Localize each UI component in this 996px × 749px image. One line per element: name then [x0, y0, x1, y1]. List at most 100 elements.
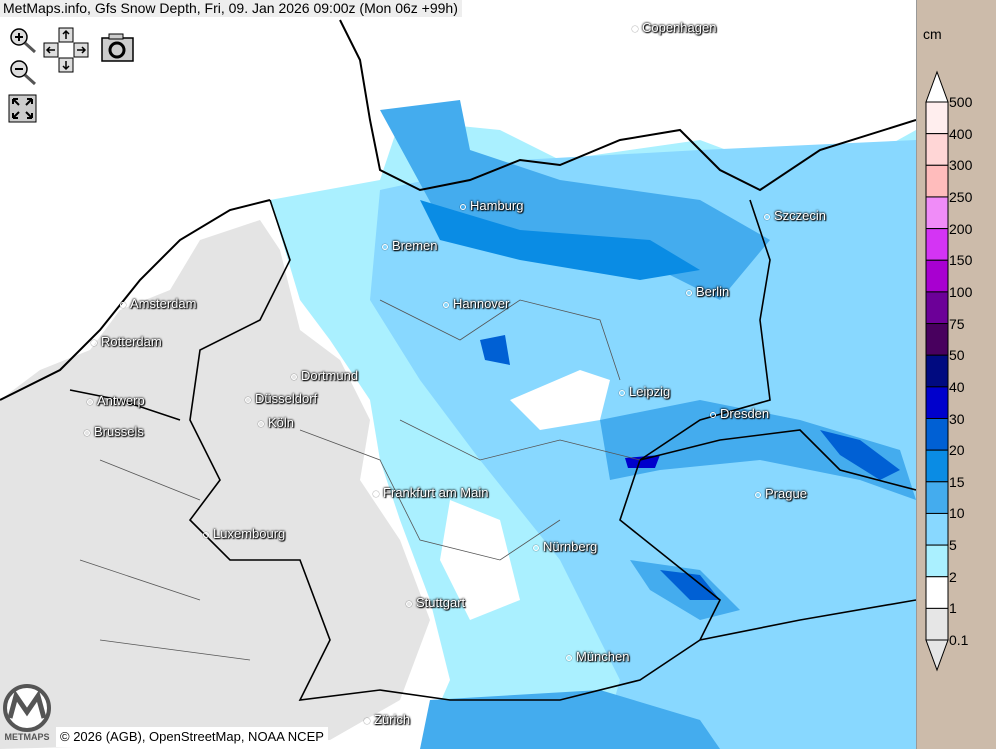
city-label: München	[566, 649, 629, 664]
legend-swatch	[925, 354, 949, 388]
city-dot-icon	[364, 717, 370, 724]
city-dot-icon	[382, 243, 388, 250]
legend-swatch	[925, 196, 949, 230]
city-label: Prague	[755, 486, 807, 501]
snow-region-heavy	[420, 200, 700, 280]
snow-region-heavy	[480, 335, 510, 365]
legend-swatch	[925, 607, 949, 641]
city-name: Frankfurt am Main	[383, 485, 489, 500]
legend-label: 5	[949, 537, 957, 554]
coastline	[0, 19, 916, 401]
city-name: Köln	[268, 415, 295, 430]
legend-label: 30	[949, 410, 965, 427]
city-dot-icon	[373, 490, 379, 497]
snow-region-heavy	[660, 570, 720, 600]
legend-label: 100	[949, 283, 973, 300]
city-dot-icon	[291, 373, 297, 380]
city-label: Antwerp	[87, 393, 145, 408]
snow-region-moderate	[600, 400, 916, 500]
city-dot-icon	[443, 301, 449, 308]
city-dot-icon	[245, 396, 251, 403]
legend-label: 250	[949, 188, 973, 205]
city-name: München	[576, 649, 630, 664]
legend-swatch	[925, 386, 949, 420]
city-name: Szczecin	[774, 208, 827, 223]
legend-label: 40	[949, 378, 965, 395]
city-dot-icon	[91, 339, 97, 346]
legend-label: 300	[949, 157, 973, 174]
city-label: Köln	[258, 415, 294, 430]
legend-swatch	[925, 512, 949, 546]
city-name: Brussels	[94, 424, 144, 439]
city-dot-icon	[120, 301, 126, 308]
city-label: Leipzig	[619, 384, 670, 399]
legend-swatch	[925, 544, 949, 578]
city-label: Copenhagen	[632, 20, 716, 35]
city-name: Düsseldorf	[255, 391, 318, 406]
city-label: Nürnberg	[533, 539, 597, 554]
city-dot-icon	[710, 411, 716, 418]
city-label: Frankfurt am Main	[373, 485, 488, 500]
city-label: Rotterdam	[91, 334, 162, 349]
city-dot-icon	[632, 25, 638, 32]
city-label: Hamburg	[460, 198, 523, 213]
no-snow-region	[440, 500, 520, 620]
city-name: Dortmund	[301, 368, 359, 383]
legend-swatch	[925, 323, 949, 356]
city-name: Nürnberg	[543, 539, 598, 554]
legend-label: 150	[949, 252, 973, 269]
legend-swatch	[925, 481, 949, 514]
city-name: Copenhagen	[642, 20, 717, 35]
city-name: Luxembourg	[213, 526, 286, 541]
legend-label: 200	[949, 220, 973, 237]
legend-unit: cm	[923, 26, 942, 42]
city-dot-icon	[87, 398, 93, 405]
city-dot-icon	[764, 213, 770, 220]
legend-label: 2	[949, 568, 957, 585]
legend-top-arrow	[925, 70, 949, 103]
no-snow-region	[510, 370, 610, 430]
legend-swatch	[925, 418, 949, 451]
legend-swatch	[925, 576, 949, 609]
legend-label: 75	[949, 315, 965, 332]
legend-label: 20	[949, 442, 965, 459]
legend-label: 1	[949, 600, 957, 617]
city-label: Stuttgart	[406, 595, 465, 610]
city-name: Hannover	[453, 296, 510, 311]
camera-icon[interactable]	[101, 33, 134, 62]
fullscreen-icon[interactable]	[8, 94, 37, 123]
city-name: Prague	[765, 486, 807, 501]
city-dot-icon	[533, 544, 539, 551]
city-name: Berlin	[696, 284, 730, 299]
snow-region-moderate	[420, 690, 720, 749]
legend-bottom-arrow	[925, 639, 949, 672]
city-label: Luxembourg	[203, 526, 285, 541]
city-label: Dortmund	[291, 368, 358, 383]
no-snow-region	[0, 220, 430, 749]
city-label: Düsseldorf	[245, 391, 317, 406]
legend-label: 500	[949, 94, 973, 110]
city-dot-icon	[566, 654, 572, 661]
city-dot-icon	[619, 389, 625, 396]
legend-swatch	[925, 259, 949, 293]
city-dot-icon	[686, 289, 692, 296]
city-dot-icon	[84, 429, 90, 436]
city-label: Amsterdam	[120, 296, 196, 311]
zoom-in-icon[interactable]	[8, 26, 38, 54]
metmaps-logo[interactable]: METMAPS	[0, 682, 56, 744]
city-label: Zürich	[364, 712, 410, 727]
legend-label: 15	[949, 473, 965, 490]
city-name: Leipzig	[629, 384, 671, 399]
city-label: Brussels	[84, 424, 144, 439]
zoom-out-icon[interactable]	[8, 58, 38, 86]
legend-swatch	[925, 101, 949, 135]
map-title: MetMaps.info, Gfs Snow Depth, Fri, 09. J…	[0, 0, 462, 17]
city-label: Szczecin	[764, 208, 826, 223]
city-dot-icon	[258, 420, 264, 427]
city-name: Rotterdam	[101, 334, 162, 349]
legend-label: 10	[949, 505, 965, 522]
pan-arrows-icon[interactable]	[43, 27, 90, 73]
snow-depth-map[interactable]	[0, 0, 916, 749]
city-label: Bremen	[382, 238, 438, 253]
city-label: Dresden	[710, 406, 769, 421]
